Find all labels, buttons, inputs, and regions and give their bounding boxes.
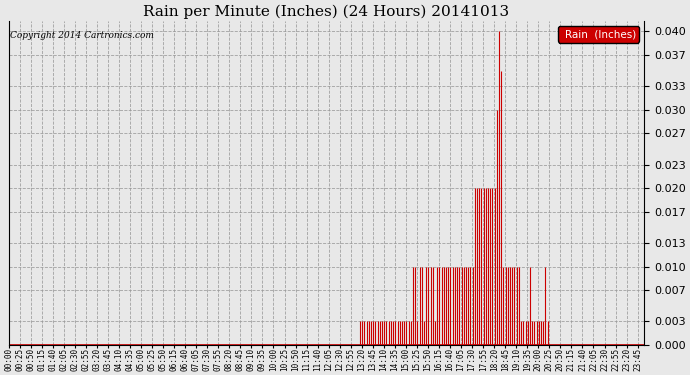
Title: Rain per Minute (Inches) (24 Hours) 20141013: Rain per Minute (Inches) (24 Hours) 2014… <box>144 4 509 18</box>
Text: Copyright 2014 Cartronics.com: Copyright 2014 Cartronics.com <box>10 31 154 40</box>
Legend: Rain  (Inches): Rain (Inches) <box>558 26 639 43</box>
